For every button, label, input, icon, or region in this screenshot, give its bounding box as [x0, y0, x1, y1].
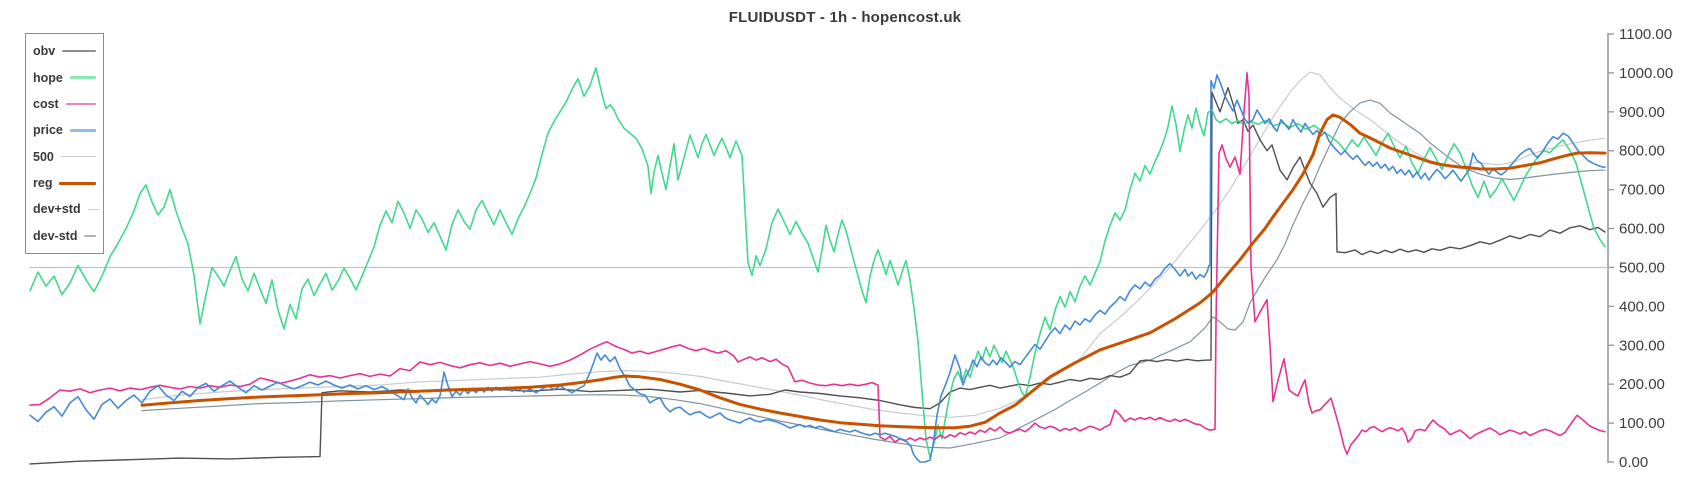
legend-item-dev-std: dev-std [33, 228, 97, 243]
legend-item-hope: hope [33, 71, 96, 85]
legend-swatch-line [69, 76, 96, 79]
series-line-obv [29, 86, 1606, 465]
y-axis-tick-label: 1000.00 [1619, 65, 1673, 82]
legend-label: obv [33, 44, 56, 59]
legend-label: hope [33, 70, 63, 85]
series-line-dev+std [141, 71, 1606, 418]
legend-item-price: price [33, 123, 96, 137]
legend-swatch-line [60, 155, 96, 158]
y-axis-tick-label: 300.00 [1619, 337, 1665, 354]
series-line-reg [140, 113, 1607, 430]
legend-label: dev+std [33, 202, 81, 217]
y-axis-tick-label: 400.00 [1619, 298, 1665, 315]
legend-swatch-line [69, 129, 96, 132]
legend-label: price [33, 123, 63, 138]
y-axis-tick-label: 1100.00 [1619, 26, 1672, 43]
legend-label: 500 [33, 149, 54, 164]
legend-swatch-line [62, 49, 96, 53]
legend-item-500: 500 [33, 150, 96, 164]
legend-item-obv: obv [33, 44, 96, 58]
legend-label: dev-std [33, 228, 78, 243]
legend-item-cost: cost [33, 97, 96, 111]
y-axis-tick-label: 100.00 [1619, 415, 1665, 432]
y-axis-tick-label: 200.00 [1619, 376, 1665, 393]
y-axis-tick-label: 900.00 [1619, 104, 1665, 121]
y-axis-tick-label: 0.00 [1619, 454, 1648, 471]
legend-swatch-line [65, 102, 96, 106]
legend-swatch-line [59, 181, 96, 185]
legend-box: obv hope cost price 500 reg dev+std dev-std [25, 33, 104, 254]
series-line-price [29, 74, 1606, 463]
series-line-hope [29, 67, 1606, 459]
legend-swatch-line [87, 208, 100, 211]
legend-label: cost [33, 96, 59, 111]
y-axis-tick-label: 500.00 [1619, 259, 1665, 276]
y-axis-tick-label: 700.00 [1619, 182, 1665, 199]
y-axis-tick-label: 600.00 [1619, 221, 1665, 238]
legend-swatch-line [84, 235, 97, 237]
y-axis-tick-label: 800.00 [1619, 143, 1665, 160]
legend-label: reg [33, 176, 53, 191]
series-line-dev-std [141, 99, 1606, 449]
legend-item-dev+std: dev+std [33, 202, 100, 217]
legend-item-reg: reg [33, 176, 96, 190]
chart-title: FLUIDUSDT - 1h - hopencost.uk [728, 9, 962, 26]
series-line-cost [29, 72, 1606, 456]
